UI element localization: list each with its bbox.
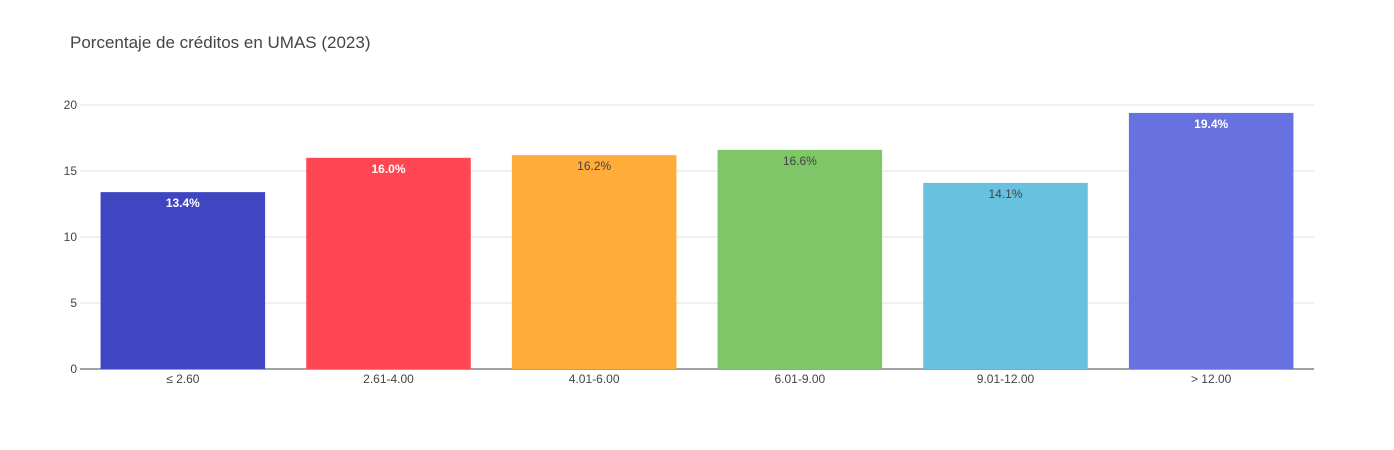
- y-tick-label: 15: [64, 164, 78, 178]
- y-tick-label: 20: [64, 98, 78, 112]
- y-axis-ticks: 0 5 10 15 20: [64, 98, 78, 376]
- data-label: 19.4%: [1194, 117, 1228, 131]
- grid-lines: [80, 104, 1314, 370]
- bar: [923, 182, 1088, 369]
- bar: [100, 192, 266, 369]
- bar: [511, 155, 677, 369]
- data-label: 16.6%: [783, 154, 817, 168]
- x-axis-ticks: ≤ 2.60 2.61-4.00 4.01-6.00 6.01-9.00 9.01-12…: [166, 372, 1231, 386]
- x-tick-label: 6.01-9.00: [774, 372, 825, 386]
- x-tick-label: 4.01-6.00: [569, 372, 620, 386]
- x-tick-label: 2.61-4.00: [363, 372, 414, 386]
- data-labels: 13.4% 16.0% 16.2% 16.6% 14.1% 19.4%: [166, 117, 1229, 210]
- bar: [1128, 112, 1294, 370]
- x-tick-label: > 12.00: [1191, 372, 1232, 386]
- x-tick-label: ≤ 2.60: [166, 372, 200, 386]
- data-label: 14.1%: [988, 187, 1022, 201]
- x-tick-label: 9.01-12.00: [977, 372, 1035, 386]
- data-label: 16.0%: [371, 162, 405, 176]
- data-label: 13.4%: [166, 196, 200, 210]
- y-tick-label: 10: [64, 230, 78, 244]
- bar: [717, 149, 883, 369]
- y-tick-label: 0: [70, 362, 77, 376]
- chart-title: Porcentaje de créditos en UMAS (2023): [70, 33, 371, 52]
- bar: [306, 157, 471, 369]
- data-label: 16.2%: [577, 159, 611, 173]
- bars: [100, 112, 1294, 370]
- y-tick-label: 5: [70, 296, 77, 310]
